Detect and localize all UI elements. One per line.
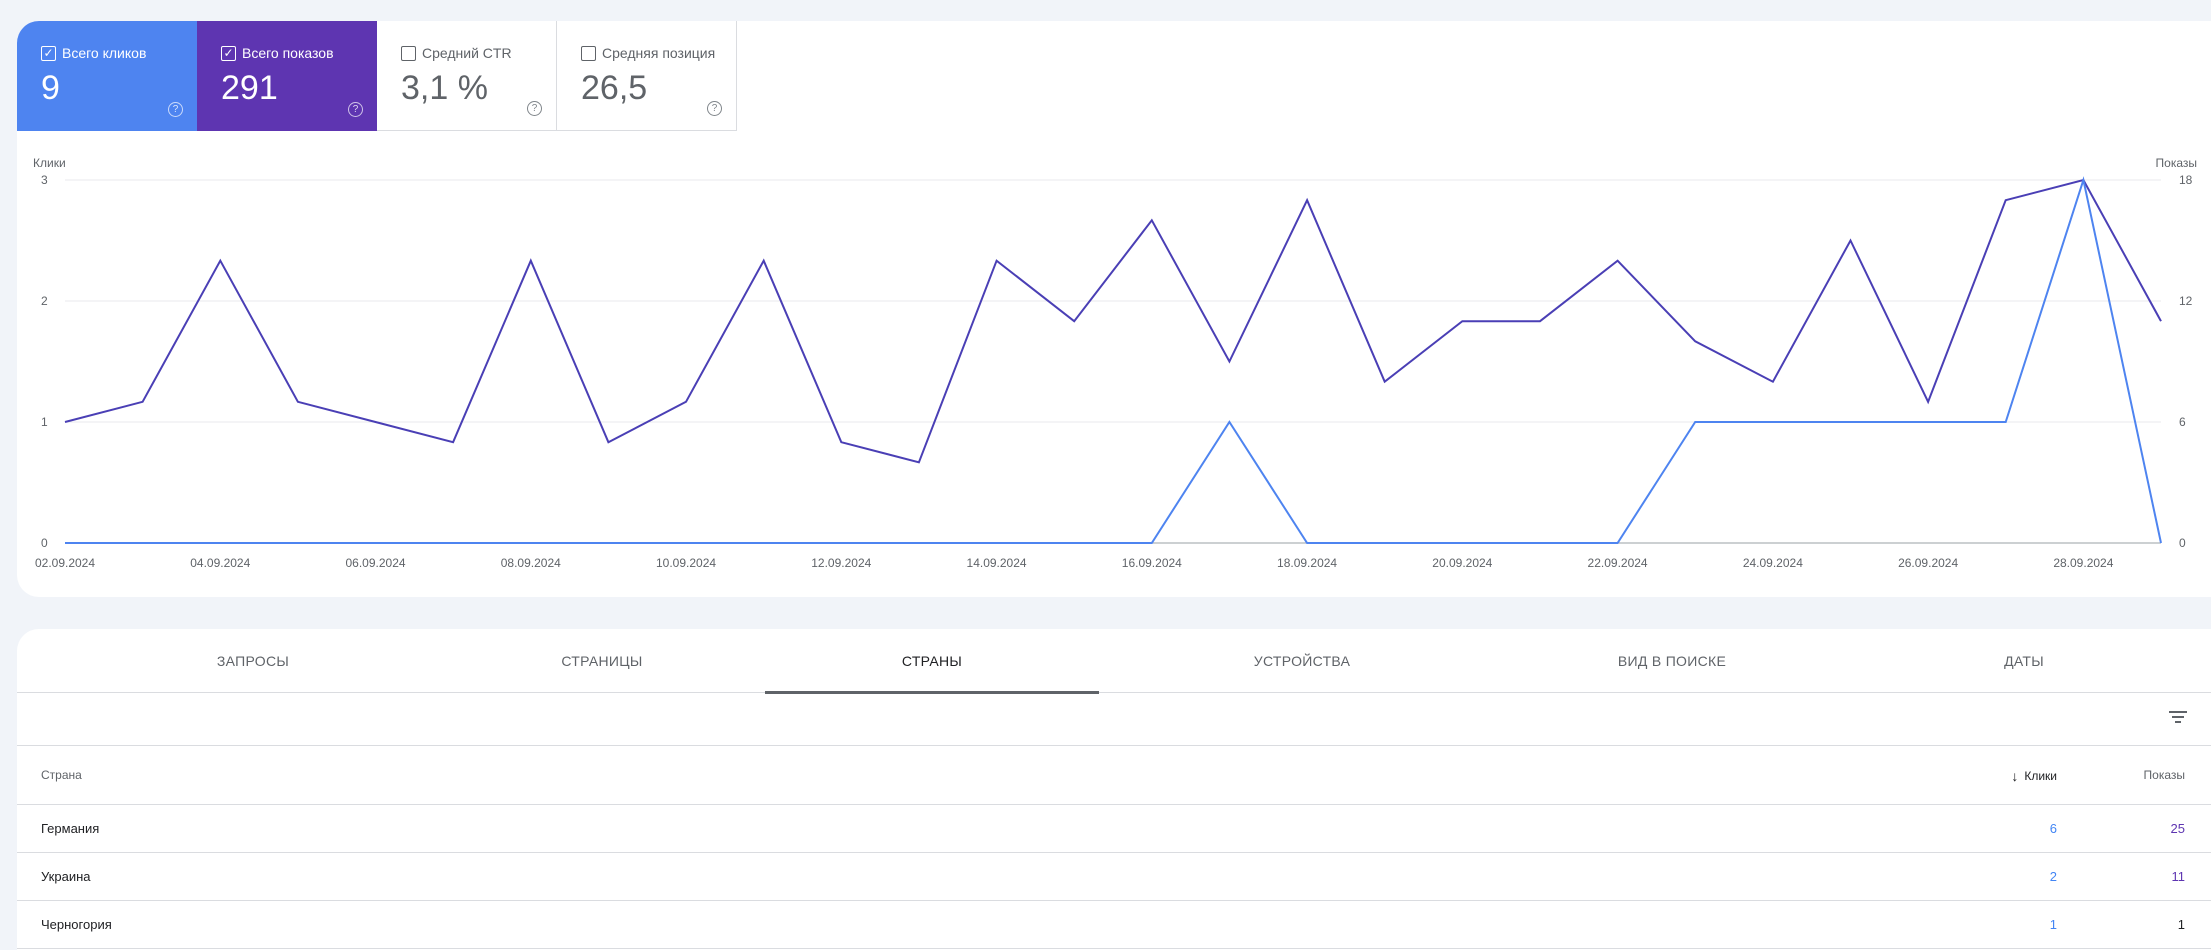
metric-value: 26,5: [581, 69, 648, 107]
y-left-tick-label: 3: [41, 173, 48, 187]
tab-selected-indicator: [765, 691, 1099, 694]
x-tick-label: 16.09.2024: [1122, 556, 1182, 570]
metric-value: 3,1 %: [401, 69, 488, 107]
help-icon[interactable]: ?: [707, 101, 722, 116]
x-tick-label: 06.09.2024: [345, 556, 405, 570]
metric-label: Средний CTR: [422, 45, 512, 61]
x-tick-label: 28.09.2024: [2053, 556, 2113, 570]
cell-impressions: 25: [2170, 821, 2185, 836]
checkbox-checked-icon[interactable]: ✓: [221, 45, 236, 61]
dimension-tabs: ЗАПРОСЫ СТРАНИЦЫ СТРАНЫ УСТРОЙСТВА ВИД В…: [17, 629, 2211, 694]
tab-search-appearance[interactable]: ВИД В ПОИСКЕ: [1617, 653, 1727, 669]
checkbox-unchecked-icon[interactable]: [401, 45, 416, 61]
y-right-tick-label: 6: [2179, 415, 2186, 429]
report-table-card: ЗАПРОСЫ СТРАНИЦЫ СТРАНЫ УСТРОЙСТВА ВИД В…: [17, 629, 2211, 950]
x-tick-label: 20.09.2024: [1432, 556, 1492, 570]
table-row[interactable]: Германия 6 25: [17, 805, 2211, 853]
sort-descending-icon: ↓: [2011, 768, 2019, 784]
metric-total-impressions[interactable]: ✓ Всего показов 291 ?: [197, 21, 377, 131]
x-tick-label: 22.09.2024: [1588, 556, 1648, 570]
column-header-impressions[interactable]: Показы: [2143, 768, 2185, 782]
metric-label: Средняя позиция: [602, 45, 716, 61]
clicks-series-line: [65, 176, 2162, 544]
table-row[interactable]: Черногория 1 1: [17, 901, 2211, 949]
y-right-tick-label: 18: [2179, 173, 2193, 187]
x-tick-label: 26.09.2024: [1898, 556, 1958, 570]
metric-total-clicks[interactable]: ✓ Всего кликов 9 ?: [17, 21, 197, 131]
x-tick-label: 12.09.2024: [811, 556, 871, 570]
cell-clicks: 6: [2049, 821, 2057, 836]
x-tick-label: 02.09.2024: [35, 556, 95, 570]
checkbox-checked-icon[interactable]: ✓: [41, 45, 56, 61]
cell-clicks: 1: [2049, 917, 2057, 932]
checkbox-unchecked-icon[interactable]: [581, 45, 596, 61]
table-header: Страна ↓ Клики Показы: [17, 746, 2211, 805]
cell-country: Черногория: [41, 917, 112, 932]
x-tick-label: 24.09.2024: [1743, 556, 1803, 570]
y-left-tick-label: 2: [41, 294, 48, 308]
tab-dates[interactable]: ДАТЫ: [2004, 653, 2044, 669]
metric-label: Всего кликов: [62, 45, 147, 61]
metric-average-position[interactable]: Средняя позиция 26,5 ?: [557, 21, 737, 131]
cell-impressions: 1: [2177, 917, 2185, 932]
x-tick-label: 18.09.2024: [1277, 556, 1337, 570]
cell-country: Германия: [41, 821, 100, 836]
cell-clicks: 2: [2049, 869, 2057, 884]
y-right-tick-label: 12: [2179, 294, 2193, 308]
filter-icon[interactable]: [2167, 708, 2189, 730]
performance-card: ✓ Всего кликов 9 ? ✓ Всего показов 291 ?…: [17, 21, 2211, 597]
table-row[interactable]: Украина 2 11: [17, 853, 2211, 901]
help-icon[interactable]: ?: [168, 102, 183, 117]
help-icon[interactable]: ?: [527, 101, 542, 116]
metric-average-ctr[interactable]: Средний CTR 3,1 % ?: [377, 21, 557, 131]
metric-value: 9: [41, 69, 60, 107]
table-toolbar: [17, 693, 2211, 746]
column-header-clicks[interactable]: ↓ Клики: [2011, 768, 2057, 784]
cell-impressions: 11: [2171, 869, 2186, 884]
y-left-tick-label: 1: [41, 415, 48, 429]
column-header-country[interactable]: Страна: [41, 768, 82, 782]
y-left-tick-label: 0: [41, 536, 48, 550]
metric-value: 291: [221, 69, 278, 107]
impressions-series-line: [64, 178, 2162, 464]
x-tick-label: 04.09.2024: [190, 556, 250, 570]
y-right-axis-label: Показы: [2156, 156, 2197, 170]
tab-countries[interactable]: СТРАНЫ: [765, 629, 1099, 694]
help-icon[interactable]: ?: [348, 102, 363, 117]
tab-devices[interactable]: УСТРОЙСТВА: [1253, 653, 1351, 669]
y-left-axis-label: Клики: [33, 156, 66, 170]
tab-queries[interactable]: ЗАПРОСЫ: [216, 653, 290, 669]
x-tick-label: 08.09.2024: [501, 556, 561, 570]
tab-pages[interactable]: СТРАНИЦЫ: [561, 653, 643, 669]
y-right-tick-label: 0: [2179, 536, 2186, 550]
x-tick-label: 10.09.2024: [656, 556, 716, 570]
metric-label: Всего показов: [242, 45, 334, 61]
cell-country: Украина: [41, 869, 91, 884]
x-tick-label: 14.09.2024: [967, 556, 1027, 570]
